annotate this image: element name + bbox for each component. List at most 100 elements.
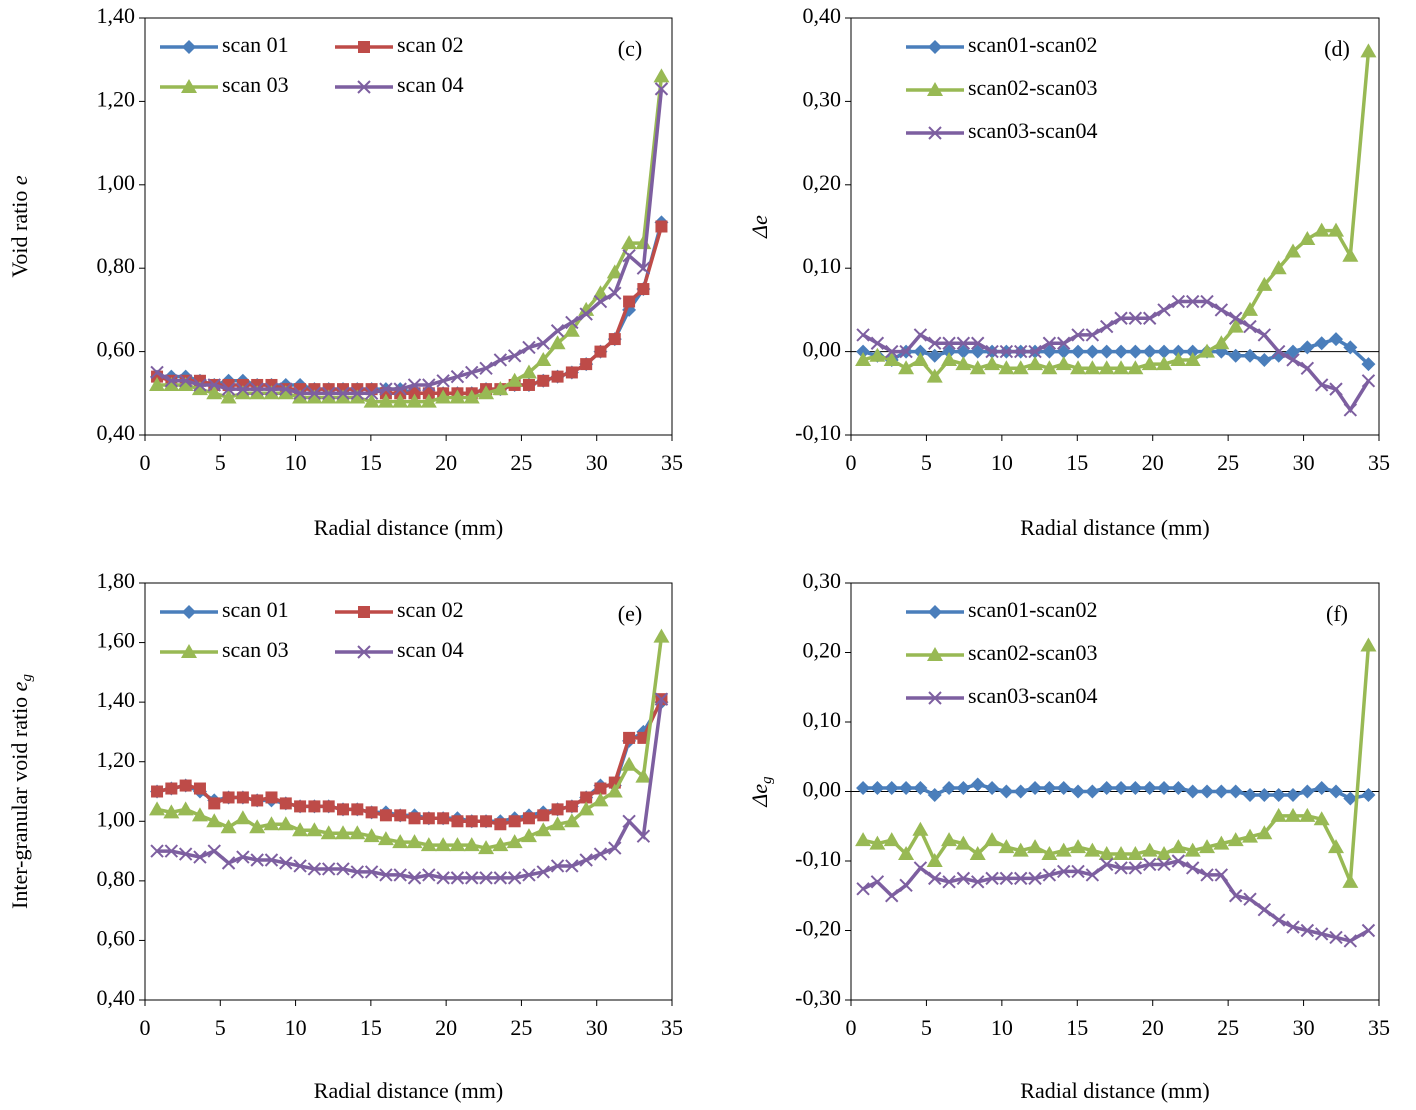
legend-label: scan02-scan03 xyxy=(968,75,1098,100)
marker xyxy=(193,782,206,795)
marker xyxy=(985,344,999,359)
marker xyxy=(549,816,566,831)
marker xyxy=(621,235,638,250)
marker xyxy=(999,784,1014,799)
marker xyxy=(463,389,480,404)
marker xyxy=(1028,344,1042,359)
marker xyxy=(855,832,872,847)
y-axis-label: Δe xyxy=(747,215,772,239)
y-axis-label-subscript: g xyxy=(19,674,35,682)
marker xyxy=(408,387,421,400)
marker xyxy=(884,781,899,796)
x-axis-label: Radial distance (mm) xyxy=(1020,1078,1209,1103)
marker xyxy=(1314,927,1329,941)
x-tick-label: 35 xyxy=(661,450,683,475)
marker xyxy=(984,832,1001,847)
marker xyxy=(885,889,899,903)
marker xyxy=(1184,351,1201,366)
marker xyxy=(320,825,337,840)
marker xyxy=(941,832,958,847)
marker xyxy=(321,386,336,401)
marker xyxy=(1200,868,1214,882)
marker xyxy=(1028,871,1042,886)
marker xyxy=(1085,344,1100,359)
marker xyxy=(1014,871,1028,886)
y-axis-label-symbol: e xyxy=(7,681,32,691)
marker xyxy=(335,825,352,840)
y-tick-label: 0,80 xyxy=(97,253,136,278)
marker xyxy=(479,871,493,885)
marker xyxy=(655,220,668,233)
marker xyxy=(364,386,379,401)
marker xyxy=(1213,835,1230,850)
marker xyxy=(420,393,437,408)
marker xyxy=(1227,832,1244,847)
x-tick-label: 0 xyxy=(846,1015,857,1040)
marker xyxy=(1056,781,1071,796)
marker xyxy=(181,644,197,658)
marker xyxy=(1055,356,1072,371)
marker xyxy=(653,628,670,643)
marker xyxy=(1300,361,1315,375)
marker xyxy=(207,844,221,858)
marker xyxy=(1128,311,1143,325)
marker xyxy=(999,871,1014,886)
x-tick-label: 15 xyxy=(360,450,382,475)
marker xyxy=(463,837,480,852)
marker xyxy=(1128,861,1143,875)
marker xyxy=(251,794,264,807)
marker xyxy=(1185,294,1200,309)
x-tick-label: 5 xyxy=(921,450,932,475)
marker xyxy=(537,809,550,822)
marker xyxy=(1142,781,1157,796)
marker xyxy=(1084,360,1101,375)
marker xyxy=(236,382,250,396)
marker xyxy=(928,871,942,886)
x-tick-label: 5 xyxy=(215,1015,226,1040)
marker xyxy=(1157,857,1171,872)
marker xyxy=(636,261,651,275)
y-tick-label: 1,80 xyxy=(97,568,136,593)
marker xyxy=(150,844,164,858)
marker xyxy=(913,344,928,359)
marker xyxy=(294,800,307,813)
x-tick-label: 10 xyxy=(991,450,1013,475)
marker xyxy=(928,40,942,54)
y-tick-label: 0,20 xyxy=(803,638,842,663)
marker xyxy=(392,834,409,849)
chart: -0,10 0,00 0,10 0,20 0,30 0,40 0 5 10 15 20 25 30 35 R… xyxy=(747,3,1390,540)
marker xyxy=(971,875,985,889)
marker xyxy=(928,126,942,140)
marker xyxy=(320,389,337,404)
marker xyxy=(177,376,194,391)
marker xyxy=(1300,923,1315,938)
marker xyxy=(422,868,436,882)
marker xyxy=(1027,356,1044,371)
x-tick-label: 25 xyxy=(1217,1015,1239,1040)
marker xyxy=(1285,807,1302,822)
marker xyxy=(593,847,608,861)
marker xyxy=(163,376,180,391)
x-tick-label: 35 xyxy=(661,1015,683,1040)
marker xyxy=(1299,231,1316,246)
marker xyxy=(1055,842,1072,857)
marker xyxy=(1041,360,1058,375)
marker xyxy=(1243,319,1257,334)
marker xyxy=(1113,360,1130,375)
x-axis-label: Radial distance (mm) xyxy=(314,1078,503,1103)
marker xyxy=(1271,344,1286,359)
marker xyxy=(1099,319,1114,334)
marker xyxy=(1114,781,1129,796)
y-tick-label: 0,30 xyxy=(803,86,842,111)
y-axis-label-symbol: Δe xyxy=(747,784,772,808)
marker xyxy=(969,360,986,375)
marker xyxy=(870,781,885,796)
marker xyxy=(1257,328,1272,342)
marker xyxy=(608,286,622,300)
marker xyxy=(550,859,565,873)
marker xyxy=(928,336,942,350)
marker xyxy=(1228,889,1243,903)
marker xyxy=(449,837,466,852)
marker xyxy=(942,336,956,350)
marker xyxy=(1128,344,1143,359)
